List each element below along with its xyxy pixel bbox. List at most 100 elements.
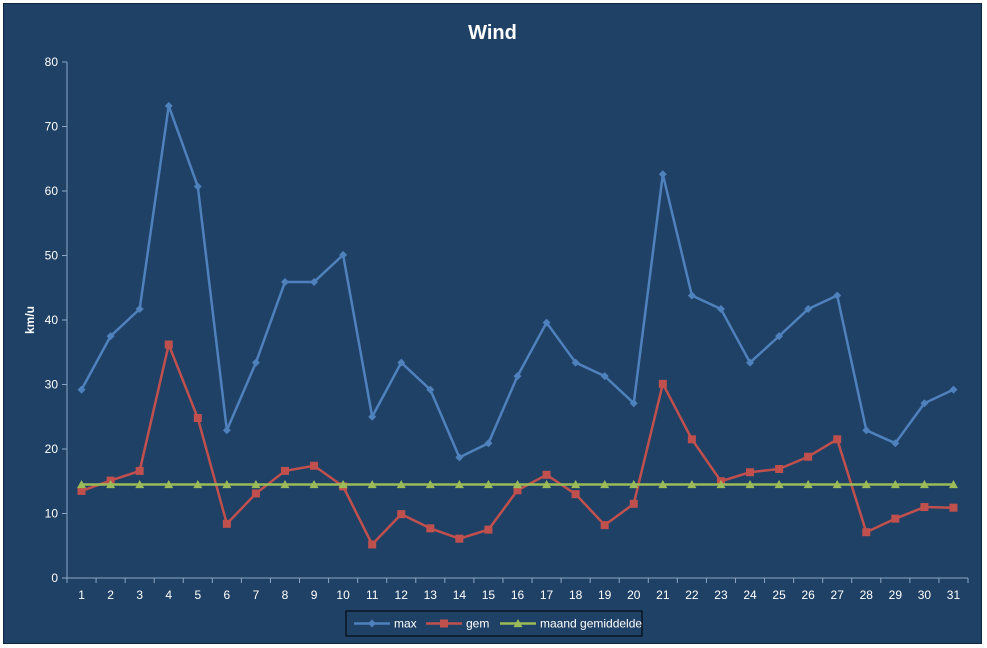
data-point-max [513,372,522,381]
data-point-max [310,277,319,286]
data-point-max [77,385,86,394]
x-tick-label: 13 [424,588,438,602]
data-point-gem [484,525,493,534]
x-tick-label: 23 [714,588,728,602]
y-tick-label: 0 [51,571,58,585]
y-tick-label: 70 [45,120,59,134]
legend-label: gem [466,617,489,631]
legend-swatch-marker [368,619,376,628]
x-tick-label: 30 [918,588,932,602]
data-point-gem [222,519,231,528]
series-line-max [80,104,954,459]
x-tick-label: 22 [685,588,699,602]
x-tick-label: 9 [311,588,318,602]
data-point-max [833,291,842,300]
data-point-maand-gemiddelde [919,479,929,489]
x-tick-label: 25 [772,588,786,602]
data-point-maand-gemiddelde [77,479,87,489]
data-point-gem [571,490,580,499]
data-point-max [135,305,144,314]
data-point-gem [746,468,755,477]
data-point-maand-gemiddelde [832,479,842,489]
x-tick-label: 19 [598,588,612,602]
data-point-max [455,453,464,462]
data-point-maand-gemiddelde [222,479,232,489]
data-point-max [571,358,580,367]
x-tick-label: 21 [656,588,670,602]
data-point-gem [513,486,522,495]
data-point-gem [193,414,202,423]
data-point-gem [775,464,784,473]
y-tick-label: 30 [45,378,59,392]
data-point-maand-gemiddelde [745,479,755,489]
x-tick-label: 8 [282,588,289,602]
data-point-max [426,385,435,394]
data-point-maand-gemiddelde [193,479,203,489]
data-point-maand-gemiddelde [367,479,377,489]
x-tick-label: 14 [453,588,467,602]
data-point-maand-gemiddelde [803,479,813,489]
x-tick-label: 16 [511,588,525,602]
data-point-max [687,291,696,300]
data-point-max [775,332,784,341]
data-point-maand-gemiddelde [454,479,464,489]
data-point-maand-gemiddelde [948,479,958,489]
x-tick-label: 1 [78,588,85,602]
legend-label: maand gemiddelde [540,617,642,631]
data-point-max [368,412,377,421]
x-tick-label: 26 [801,588,815,602]
legend-label: max [394,617,417,631]
data-point-gem [251,489,260,498]
x-tick-label: 2 [107,588,114,602]
data-point-gem [310,461,319,470]
data-point-maand-gemiddelde [106,479,116,489]
data-point-gem [600,521,609,530]
data-point-gem [804,452,813,461]
x-tick-label: 20 [627,588,641,602]
x-tick-label: 28 [860,588,874,602]
data-point-max [629,399,638,408]
y-tick-label: 50 [45,249,59,263]
data-point-maand-gemiddelde [687,479,697,489]
data-point-max [862,426,871,435]
data-point-gem [833,435,842,444]
data-point-gem [426,524,435,533]
data-point-max [106,332,115,341]
data-point-gem [455,534,464,543]
data-point-max [164,101,173,110]
data-point-gem [920,503,929,512]
data-point-max [716,305,725,314]
data-point-max [658,170,667,179]
data-point-gem [687,435,696,444]
legend-item-gem: gem [426,617,489,631]
data-point-maand-gemiddelde [542,479,552,489]
data-point-maand-gemiddelde [890,479,900,489]
data-point-maand-gemiddelde [483,479,493,489]
x-tick-label: 27 [831,588,845,602]
data-point-max [339,250,348,259]
data-point-maand-gemiddelde [338,479,348,489]
x-tick-label: 12 [395,588,409,602]
data-point-maand-gemiddelde [425,479,435,489]
series-maand-gemiddelde [77,479,958,489]
data-point-gem [397,510,406,519]
data-point-gem [542,470,551,479]
data-point-gem [862,528,871,537]
data-point-max [804,305,813,314]
data-point-maand-gemiddelde [280,479,290,489]
data-point-maand-gemiddelde [629,479,639,489]
data-point-gem [77,486,86,495]
data-point-max [280,277,289,286]
y-tick-label: 20 [45,442,59,456]
data-point-max [920,399,929,408]
data-point-max [222,426,231,435]
data-point-max [949,385,958,394]
data-point-gem [658,379,667,388]
data-point-gem [891,514,900,523]
chart-frame: Wind [3,3,982,644]
x-tick-label: 15 [482,588,496,602]
data-point-maand-gemiddelde [774,479,784,489]
data-point-gem [629,499,638,508]
x-tick-label: 7 [253,588,260,602]
x-tick-label: 31 [947,588,961,602]
